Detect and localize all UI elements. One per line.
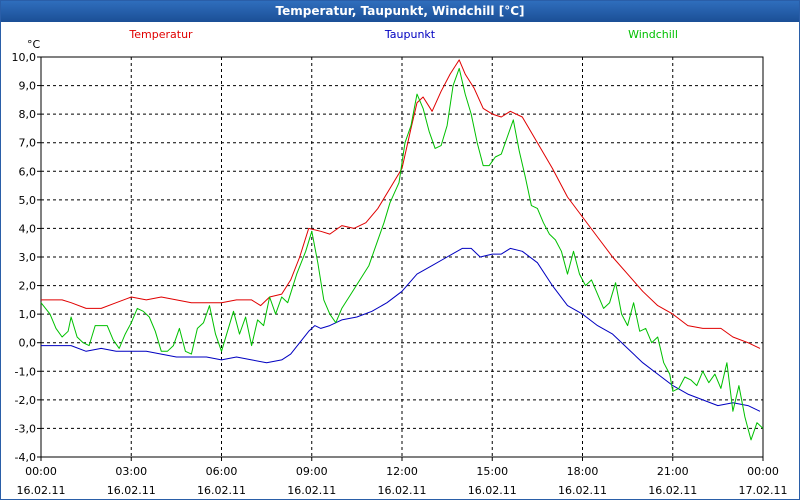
legend-entry-windchill: Windchill [628,28,678,41]
legend-entry-temperatur: Temperatur [128,28,193,41]
y-tick-label: 3,0 [19,251,37,264]
y-tick-label: 7,0 [19,137,37,150]
y-tick-label: 6,0 [19,165,37,178]
y-tick-label: 8,0 [19,108,37,121]
y-tick-label: 5,0 [19,194,37,207]
x-tick-date-label: 16.02.11 [648,484,697,497]
x-tick-time-label: 00:00 [25,465,57,478]
y-tick-label: 10,0 [12,51,37,64]
y-tick-label: 1,0 [19,308,37,321]
y-axis-unit: °C [27,38,41,51]
x-tick-date-label: 17.02.11 [739,484,788,497]
x-tick-date-label: 16.02.11 [558,484,607,497]
grid [41,57,763,457]
x-tick-time-label: 00:00 [747,465,779,478]
series-line-windchill [40,67,764,441]
x-tick-time-label: 12:00 [386,465,418,478]
x-tick-date-label: 16.02.11 [17,484,66,497]
legend: Temperatur Taupunkt Windchill [128,28,678,41]
y-tick-label: -2,0 [15,394,36,407]
y-tick-label: 0,0 [19,337,37,350]
x-tick-time-label: 21:00 [657,465,689,478]
series-line-temperatur [41,59,761,349]
x-axis: 00:00 16.02.11 03:00 16.02.11 06:00 16.02.11 0… [17,457,788,497]
window-title: Temperatur, Taupunkt, Windchill [°C] [1,1,799,22]
y-tick-label: -3,0 [15,422,36,435]
y-tick-label: -4,0 [15,451,36,464]
x-tick-date-label: 16.02.11 [378,484,427,497]
series-lines [40,59,764,441]
x-tick-time-label: 15:00 [476,465,508,478]
legend-entry-taupunkt: Taupunkt [384,28,436,41]
y-tick-label: 9,0 [19,80,37,93]
y-axis: °C 10,0 9,0 8,0 7,0 6,0 5,0 4,0 3,0 2,0 1,0 0,0 -1,… [12,38,41,464]
y-tick-label: 4,0 [19,222,37,235]
x-tick-time-label: 18:00 [567,465,599,478]
line-chart: °C 10,0 9,0 8,0 7,0 6,0 5,0 4,0 3,0 2,0 1,0 0,0 -1,… [12,28,788,497]
x-tick-date-label: 16.02.11 [468,484,517,497]
x-tick-date-label: 16.02.11 [287,484,336,497]
x-tick-time-label: 09:00 [296,465,328,478]
series-line-taupunkt [41,247,761,412]
y-tick-label: 2,0 [19,280,37,293]
y-tick-label: -1,0 [15,365,36,378]
x-tick-date-label: 16.02.11 [197,484,246,497]
x-tick-time-label: 06:00 [206,465,238,478]
x-tick-time-label: 03:00 [115,465,147,478]
x-tick-date-label: 16.02.11 [107,484,156,497]
